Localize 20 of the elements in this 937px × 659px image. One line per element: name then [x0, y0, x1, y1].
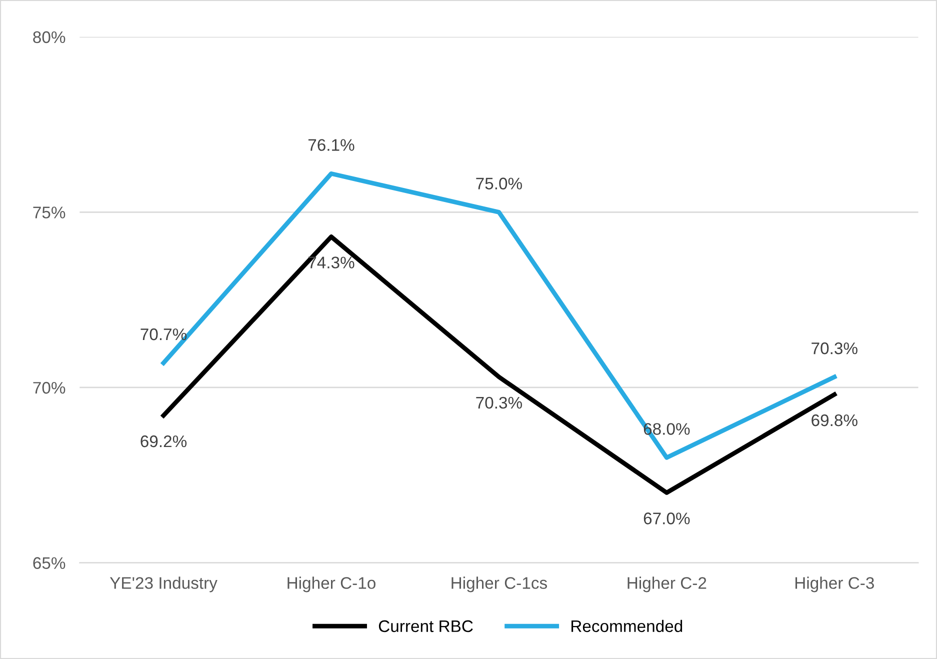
- data-label: 70.3%: [476, 396, 522, 409]
- legend-label: Current RBC: [378, 620, 473, 632]
- data-label: 70.3%: [812, 342, 858, 354]
- data-label: 75.0%: [476, 178, 522, 190]
- x-tick-label: Higher C-1o: [288, 576, 376, 592]
- data-label: 67.0%: [644, 512, 690, 524]
- x-tick-label: YE'23 Industry: [110, 576, 218, 592]
- data-label: 69.8%: [812, 414, 858, 426]
- x-tick-label: Higher C-2: [628, 576, 706, 592]
- x-tick-label: Higher C-1cs: [452, 576, 547, 592]
- data-label: 69.2%: [140, 435, 187, 448]
- y-tick-label: 70%: [33, 382, 66, 394]
- data-label: 70.7%: [140, 328, 187, 340]
- legend-label: Recommended: [572, 620, 682, 632]
- y-tick-label: 75%: [33, 206, 66, 218]
- x-tick-label: Higher C-3: [795, 576, 874, 592]
- data-label: 74.3%: [308, 256, 354, 268]
- y-tick-label: 65%: [33, 557, 66, 569]
- data-label: 76.1%: [308, 139, 354, 151]
- y-tick-label: 80%: [33, 31, 66, 44]
